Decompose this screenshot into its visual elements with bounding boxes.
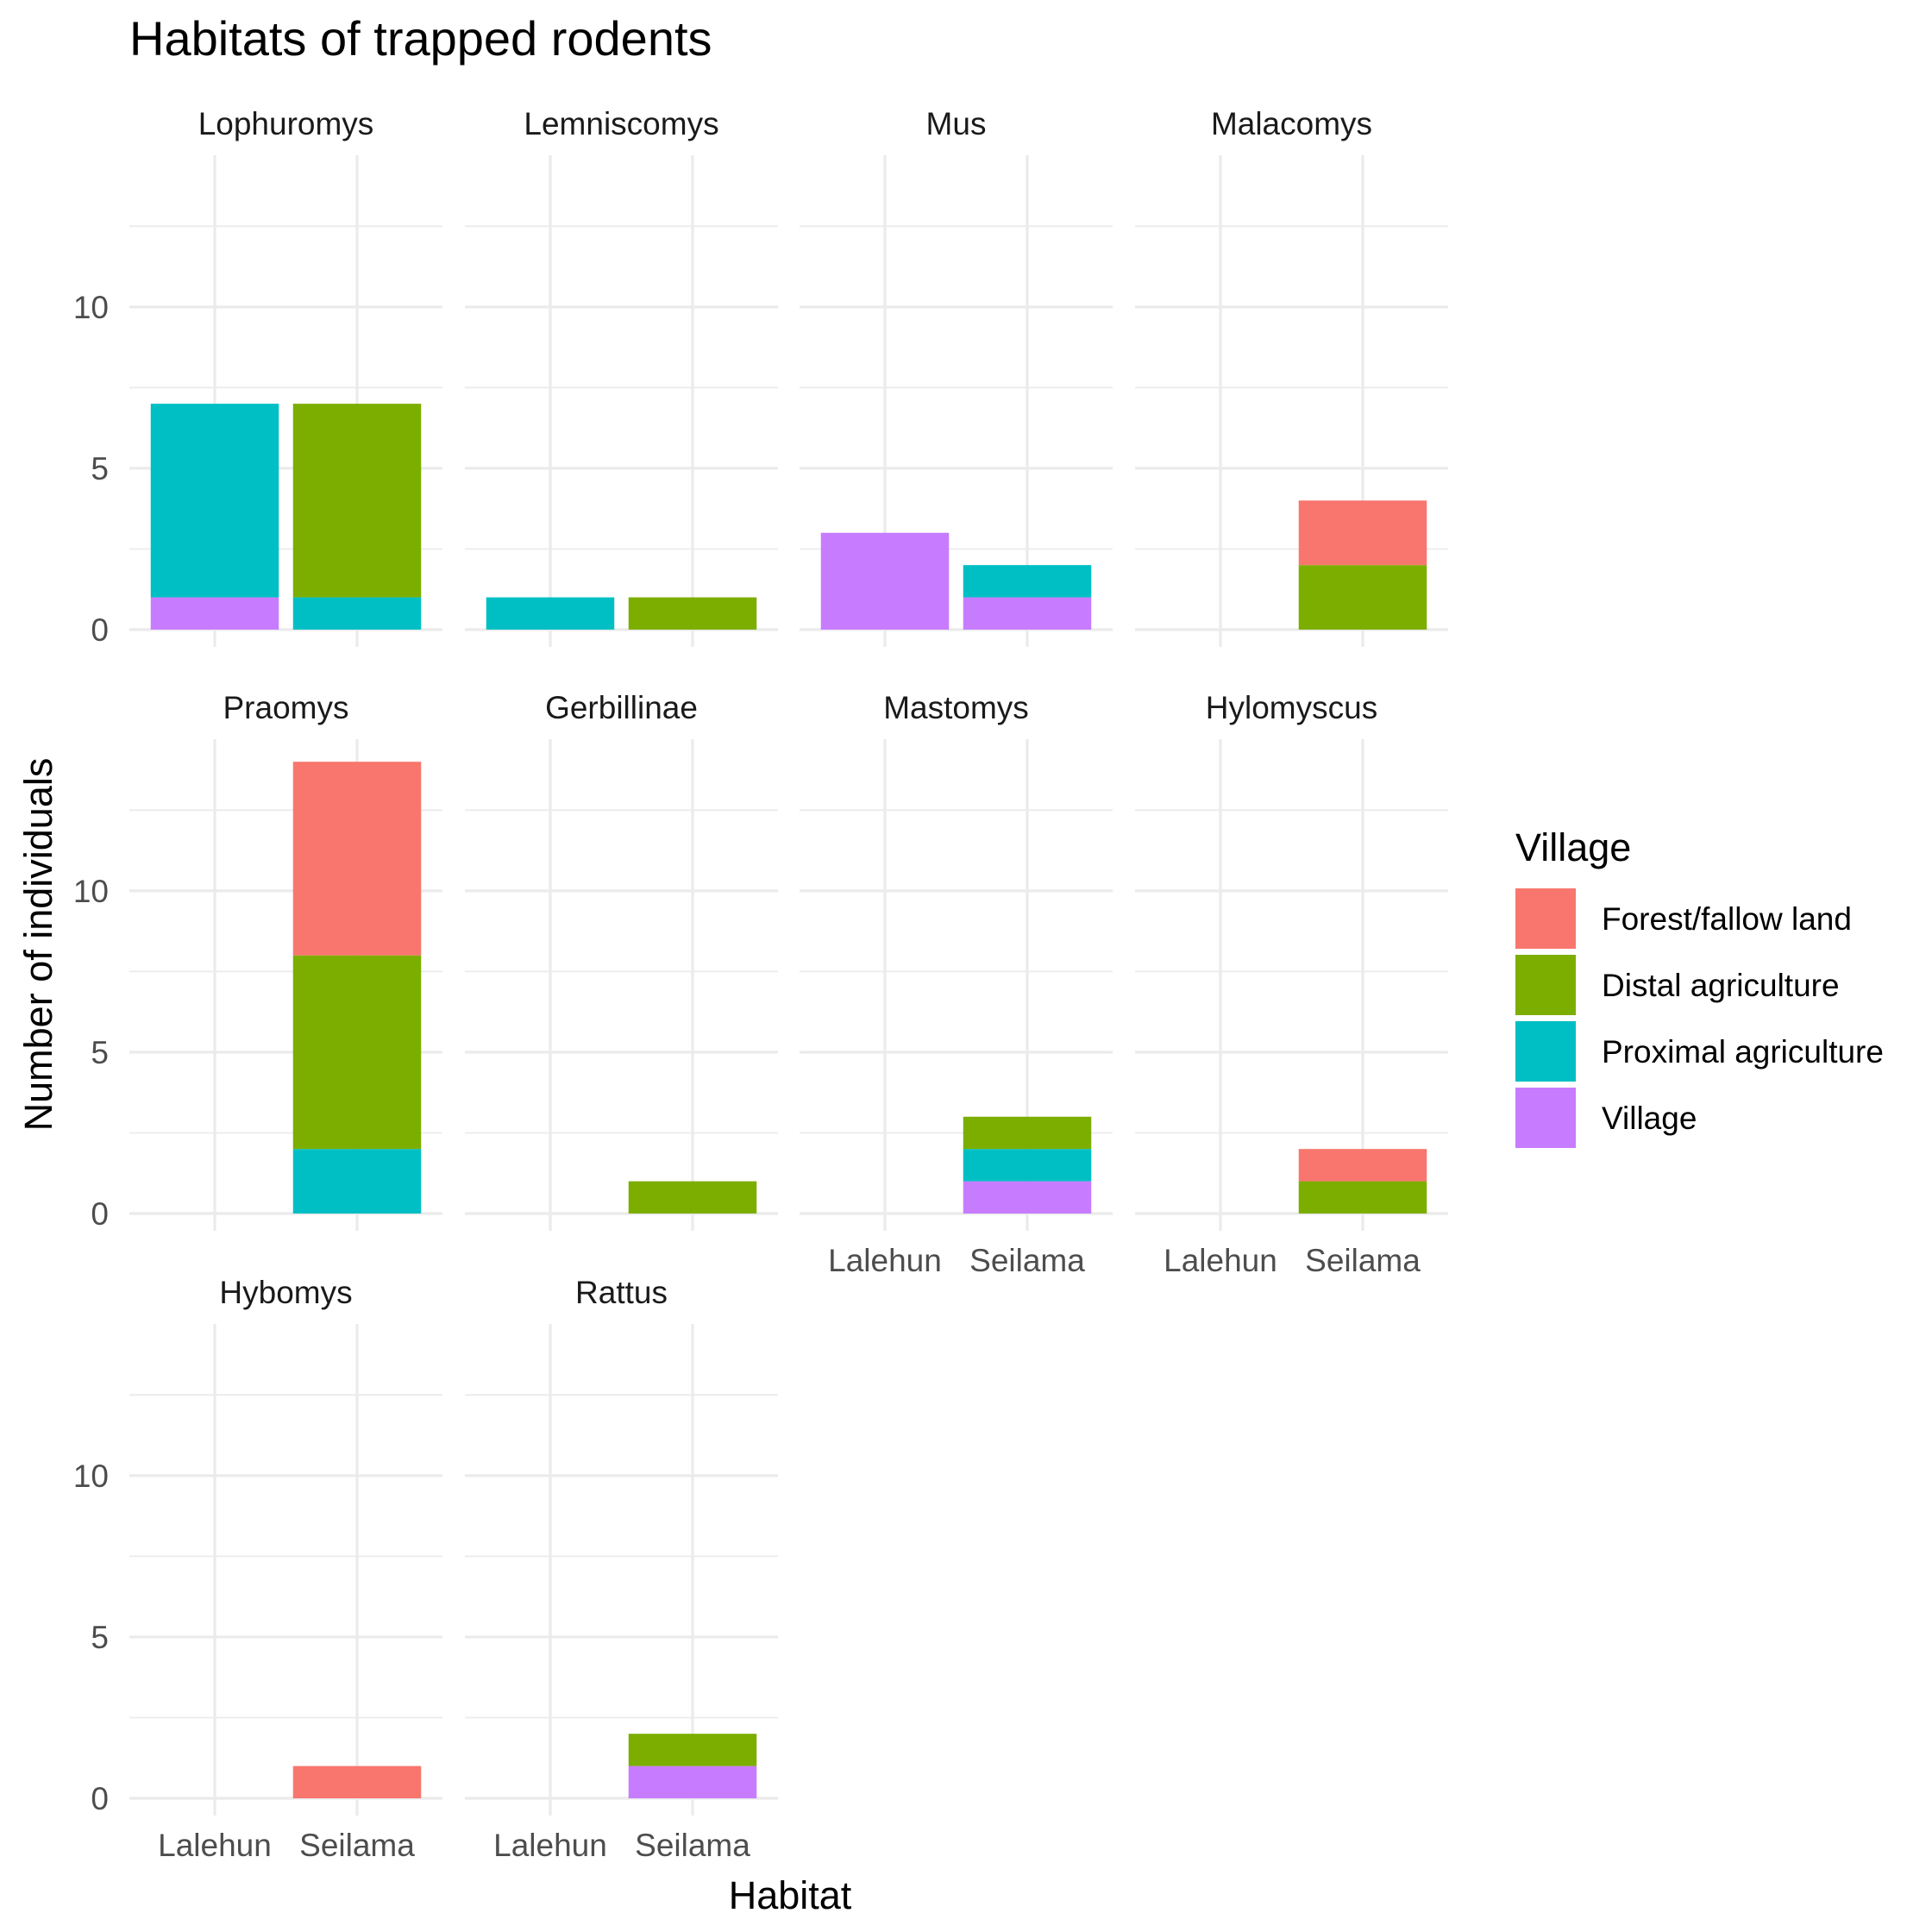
- facet-panel-malacomys: Malacomys: [1135, 106, 1448, 647]
- y-tick-label: 10: [73, 874, 109, 909]
- facet-panels: Lophuromys 0 5 10 Lemniscomys Mus Malacomys Pra…: [73, 106, 1448, 1863]
- facet-strip-label: Malacomys: [1211, 106, 1372, 141]
- bar-lophuromys-seilama-distal-agriculture: [292, 404, 422, 598]
- legend-title: Village: [1515, 825, 1631, 869]
- bar-malacomys-seilama-forest-fallow-land: [1298, 500, 1427, 566]
- facet-strip-label: Lemniscomys: [524, 106, 718, 141]
- bar-mastomys-seilama-proximal-agriculture: [963, 1149, 1092, 1182]
- legend-label: Village: [1602, 1101, 1697, 1136]
- x-tick-label: Lalehun: [1164, 1243, 1277, 1278]
- facet-strip-label: Praomys: [223, 690, 349, 725]
- bar-mus-seilama-village: [963, 597, 1092, 630]
- facet-panel-gerbillinae: Gerbillinae: [465, 690, 778, 1231]
- bar-praomys-seilama-proximal-agriculture: [292, 1149, 422, 1214]
- bar-hylomyscus-seilama-forest-fallow-land: [1298, 1149, 1427, 1182]
- facet-strip-label: Gerbillinae: [545, 690, 698, 725]
- facet-panel-lophuromys: Lophuromys 0 5 10: [73, 106, 442, 648]
- legend-item-forest-fallow-land: Forest/fallow land: [1515, 888, 1852, 949]
- legend-label: Proximal agriculture: [1602, 1034, 1884, 1070]
- x-tick-label: Seilama: [969, 1243, 1085, 1278]
- chart-title: Habitats of trapped rodents: [129, 11, 712, 66]
- bar-hylomyscus-seilama-distal-agriculture: [1298, 1181, 1427, 1214]
- bar-mastomys-seilama-distal-agriculture: [963, 1116, 1092, 1150]
- bar-mus-seilama-proximal-agriculture: [963, 565, 1092, 598]
- bar-rattus-seilama-village: [628, 1766, 757, 1798]
- x-tick-label: Lalehun: [828, 1243, 942, 1278]
- bar-mus-lalehun-village: [820, 532, 950, 630]
- bar-lophuromys-seilama-proximal-agriculture: [292, 597, 422, 630]
- legend-label: Forest/fallow land: [1602, 901, 1852, 937]
- facet-panel-hybomys: Hybomys 0 5 10 Lalehun Seilama: [73, 1275, 442, 1863]
- legend: Village Forest/fallow land Distal agricul…: [1515, 825, 1884, 1148]
- facet-strip-label: Hylomyscus: [1206, 690, 1377, 725]
- y-tick-label: 5: [91, 1620, 109, 1655]
- facet-panel-mastomys: Mastomys Lalehun Seilama: [800, 690, 1113, 1278]
- legend-swatch: [1515, 888, 1576, 949]
- y-tick-label: 10: [73, 1458, 109, 1494]
- bar-lemniscomys-seilama-distal-agriculture: [628, 597, 757, 630]
- y-tick-label: 10: [73, 290, 109, 325]
- x-tick-label: Lalehun: [158, 1828, 272, 1863]
- x-tick-label: Seilama: [635, 1828, 750, 1863]
- legend-item-village: Village: [1515, 1088, 1697, 1148]
- bar-praomys-seilama-distal-agriculture: [292, 955, 422, 1150]
- facet-panel-praomys: Praomys 0 5 10: [73, 690, 442, 1232]
- legend-label: Distal agriculture: [1602, 968, 1840, 1003]
- x-axis-title: Habitat: [729, 1873, 852, 1917]
- y-tick-label: 0: [91, 612, 109, 648]
- bar-mastomys-seilama-village: [963, 1181, 1092, 1214]
- facet-panel-rattus: Rattus Lalehun Seilama: [465, 1275, 778, 1863]
- bar-gerbillinae-seilama-distal-agriculture: [628, 1181, 757, 1214]
- bar-malacomys-seilama-distal-agriculture: [1298, 565, 1427, 630]
- bar-rattus-seilama-distal-agriculture: [628, 1734, 757, 1766]
- facet-strip-label: Mastomys: [883, 690, 1029, 725]
- facet-panel-mus: Mus: [800, 106, 1113, 647]
- y-tick-label: 5: [91, 1035, 109, 1070]
- legend-swatch: [1515, 1021, 1576, 1082]
- y-axis-title: Number of individuals: [16, 758, 60, 1132]
- bar-lophuromys-lalehun-village: [150, 597, 279, 630]
- legend-swatch: [1515, 955, 1576, 1015]
- facet-panel-lemniscomys: Lemniscomys: [465, 106, 778, 647]
- legend-item-distal-agriculture: Distal agriculture: [1515, 955, 1840, 1015]
- x-tick-label: Seilama: [299, 1828, 415, 1863]
- facet-strip-label: Hybomys: [219, 1275, 352, 1310]
- y-tick-label: 0: [91, 1196, 109, 1232]
- legend-swatch: [1515, 1088, 1576, 1148]
- bar-praomys-seilama-forest-fallow-land: [292, 762, 422, 956]
- y-tick-label: 0: [91, 1781, 109, 1816]
- bar-lemniscomys-lalehun-proximal-agriculture: [486, 597, 615, 630]
- bar-hybomys-seilama-forest-fallow-land: [292, 1766, 422, 1798]
- legend-item-proximal-agriculture: Proximal agriculture: [1515, 1021, 1884, 1082]
- x-tick-label: Lalehun: [493, 1828, 607, 1863]
- bar-lophuromys-lalehun-proximal-agriculture: [150, 404, 279, 598]
- facet-panel-hylomyscus: Hylomyscus Lalehun Seilama: [1135, 690, 1448, 1278]
- y-tick-label: 5: [91, 451, 109, 486]
- x-tick-label: Seilama: [1305, 1243, 1421, 1278]
- facet-strip-label: Rattus: [575, 1275, 668, 1310]
- facet-strip-label: Lophuromys: [198, 106, 374, 141]
- facet-strip-label: Mus: [926, 106, 987, 141]
